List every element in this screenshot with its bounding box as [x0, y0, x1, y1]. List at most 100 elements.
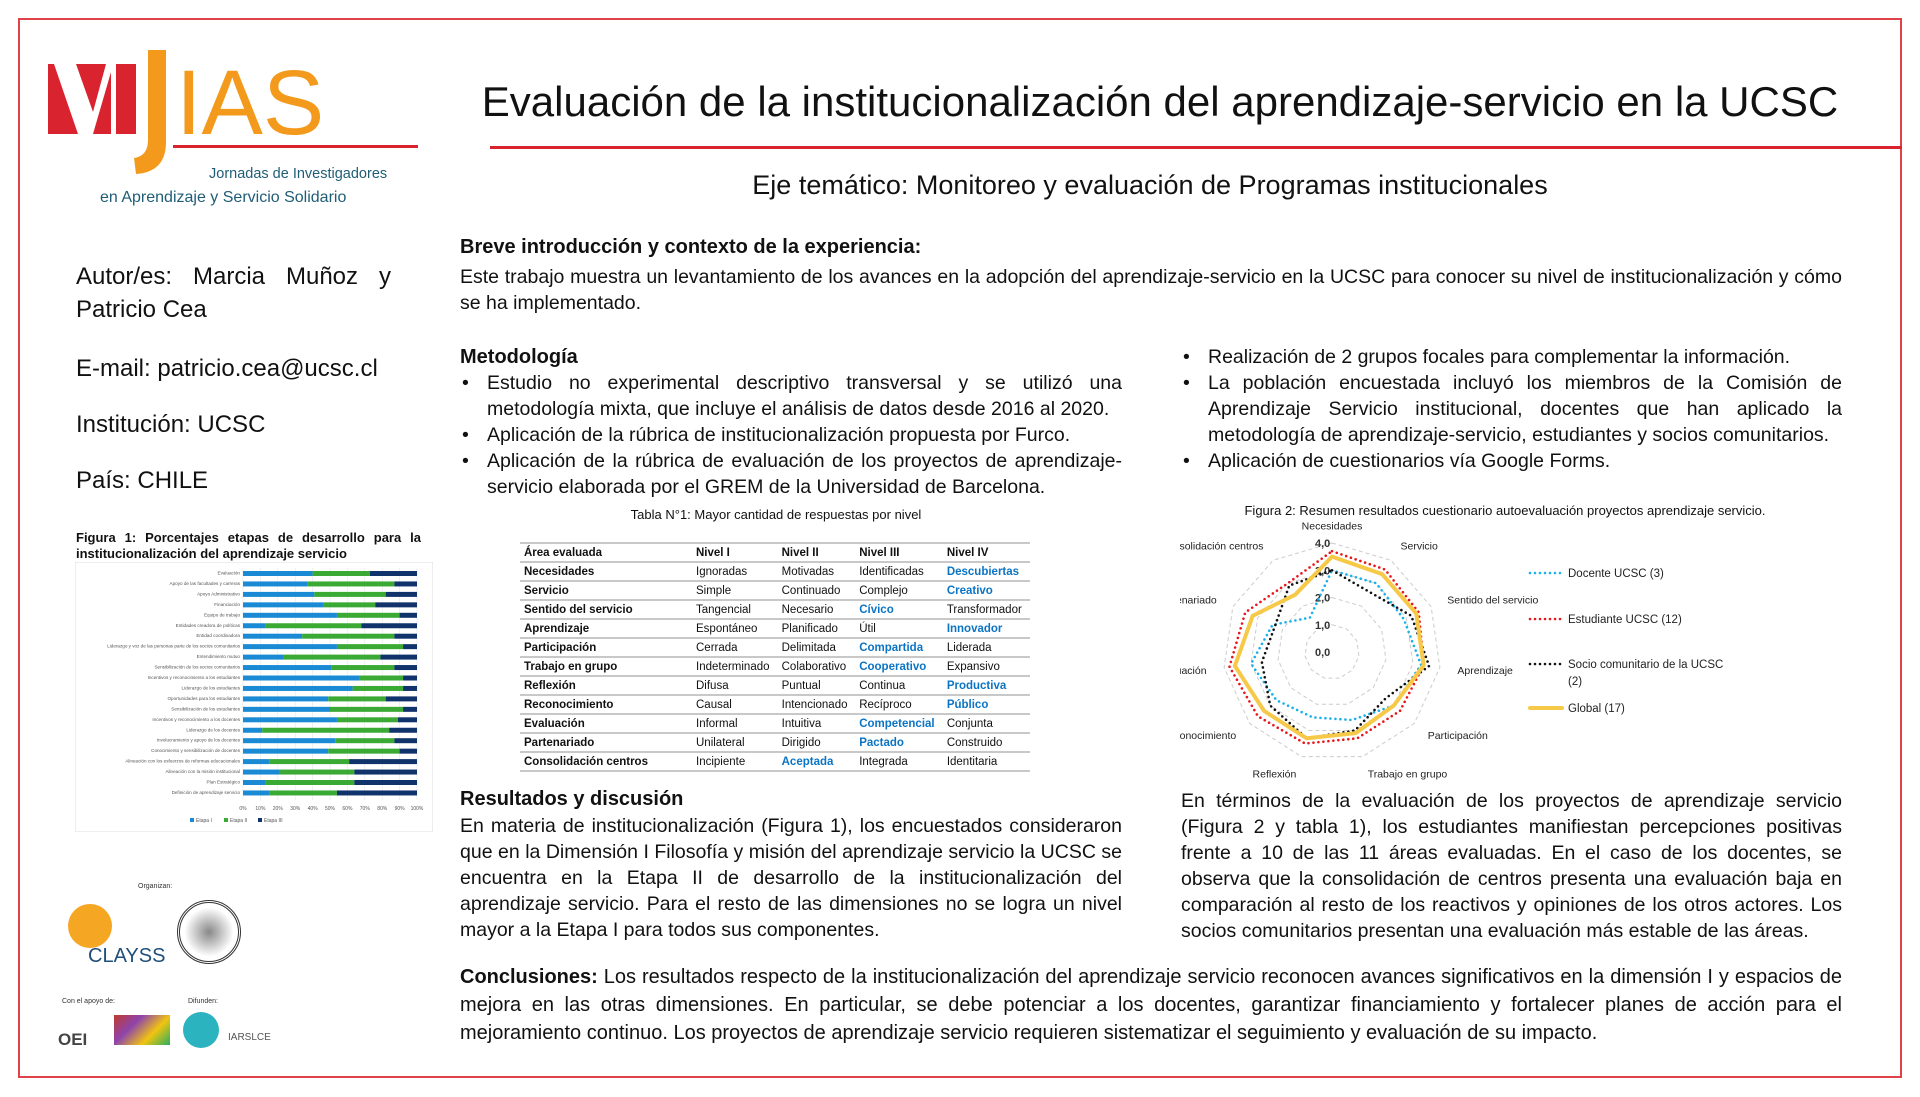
methodology-item: Estudio no experimental descriptivo tran… — [460, 370, 1122, 422]
bar-segment — [352, 685, 404, 691]
category-label: Equipo de trabajo — [204, 612, 240, 617]
bar-segment — [361, 623, 417, 629]
conclusions: Conclusiones: Los resultados respecto de… — [460, 963, 1842, 1047]
table-cell: Indeterminado — [692, 657, 778, 677]
poster-title: Evaluación de la institucionalización de… — [481, 78, 1839, 125]
institution: Institución: UCSC — [76, 411, 266, 438]
bar-segment — [314, 591, 386, 597]
bar-segment — [243, 685, 353, 691]
authors: Autor/es: Marcia Muñoz y Patricio Cea — [76, 263, 391, 323]
table-cell: Trabajo en grupo — [520, 657, 692, 677]
poster-subtitle: Eje temático: Monitoreo y evaluación de … — [752, 170, 1548, 200]
category-label: Entendimiento mutuo — [197, 654, 241, 659]
table-row: Participación Cerrada Delimitada Compartida… — [520, 638, 1030, 658]
table-cell: Conjunta — [942, 714, 1030, 734]
legend-label: Docente UCSC (3) — [1568, 568, 1664, 580]
table-cell: Nivel I — [692, 542, 778, 563]
bar-segment — [243, 738, 336, 744]
category-label: Entidades creadora de políticas — [176, 623, 241, 628]
r-tick-label: 4,0 — [1315, 538, 1330, 550]
poster-border — [18, 18, 1902, 1078]
category-label: Financiación — [214, 602, 240, 607]
table-cell: Delimitada — [777, 638, 856, 658]
legend-label-line: (2) — [1568, 676, 1582, 688]
category-label: Alineación con los esfuerzos de reformas… — [125, 759, 240, 764]
difusion-label: Difunden: — [188, 998, 218, 1005]
bar-segment — [243, 717, 337, 723]
bar-segment — [331, 665, 395, 671]
title-divider — [490, 146, 1902, 149]
x-tick-label: 40% — [308, 806, 319, 812]
bar-segment — [243, 696, 329, 702]
table-cell: Intuitiva — [777, 714, 856, 734]
bar-segment — [243, 591, 315, 597]
bar-segment — [394, 665, 417, 671]
bar-segment — [265, 780, 355, 785]
bar-segment — [403, 706, 417, 712]
x-tick-label: 80% — [377, 806, 388, 812]
table-cell: Transformador — [942, 600, 1030, 620]
legend-label: Etapa III — [264, 818, 283, 824]
category-label: Definición de aprendizaje servicio — [172, 790, 241, 795]
table-cell: Reconocimiento — [520, 695, 692, 715]
conclusions-text: Los resultados respecto de la institucio… — [460, 966, 1842, 1044]
svg-text:IAS: IAS — [176, 52, 324, 154]
legend-label: Estudiante UCSC (12) — [1568, 614, 1682, 626]
grid-ring — [1277, 596, 1387, 705]
table-cell: Servicio — [520, 581, 692, 601]
category-label: Conocimiento y sensibilización de docent… — [151, 748, 241, 753]
table-cell: Útil — [855, 619, 943, 639]
bar-segment — [375, 602, 417, 608]
category-label: Alineación con la misión institucional — [165, 769, 240, 774]
table-cell: Tangencial — [692, 600, 778, 620]
figure2-radar-chart: 0,01,02,03,04,0NecesidadesServicioSentid… — [1180, 520, 1723, 780]
conclusions-heading: Conclusiones: — [460, 966, 598, 988]
table-cell: Informal — [692, 714, 778, 734]
x-tick-label: 60% — [342, 806, 353, 812]
table-cell: Nivel III — [855, 542, 943, 563]
bar-segment — [359, 675, 404, 681]
results-heading: Resultados y discusión — [460, 788, 684, 810]
bar-segment — [323, 602, 376, 608]
category-label: Apoyo de las facultades y carreras — [170, 581, 241, 586]
bar-segment — [403, 675, 417, 681]
table-row: Reflexión Difusa Puntual Continua Productiva — [520, 676, 1030, 696]
x-tick-label: 100% — [411, 806, 424, 812]
email: E-mail: patricio.cea@ucsc.cl — [76, 355, 378, 382]
table-row: Aprendizaje Espontáneo Planificado Útil Inno… — [520, 619, 1030, 639]
bar-segment — [312, 571, 371, 576]
table-cell: Espontáneo — [692, 619, 778, 639]
table-cell: Aprendizaje — [520, 619, 692, 639]
category-label: Involucramiento y apoyo de los docentes — [157, 738, 241, 743]
category-label: Liderazgo y voz de las personas parte de… — [107, 644, 240, 649]
legend-swatch — [224, 818, 228, 822]
table-row: Sentido del servicio Tangencial Necesario C… — [520, 600, 1030, 620]
bar-segment — [243, 727, 263, 733]
category-label: Plan Estratégico — [207, 780, 241, 785]
table-cell: Público — [942, 695, 1030, 715]
bar-segment — [403, 685, 417, 691]
legend-label: Socio comunitario de la UCSC (2) — [1568, 659, 1723, 688]
table-cell: Liderada — [942, 638, 1030, 658]
levels-table: Área evaluada Nivel I Nivel II Nivel III Niv… — [520, 542, 1030, 772]
category-label: Liderazgo de los estudiantes — [182, 685, 241, 690]
bar-segment — [349, 759, 417, 765]
methodology-item: Aplicación de cuestionarios vía Google F… — [1181, 448, 1842, 474]
legend-label-line: Socio comunitario de la UCSC — [1568, 659, 1723, 671]
legend-swatch — [258, 818, 262, 822]
category-label: Sensibilización de los estudiantes — [171, 706, 240, 711]
axis-label: Partenariado — [1180, 594, 1217, 606]
table-cell: Compartida — [855, 638, 943, 658]
table-cell: Puntual — [777, 676, 856, 696]
bar-segment — [265, 623, 362, 629]
bar-segment — [243, 602, 324, 608]
x-tick-label: 70% — [360, 806, 371, 812]
table-row: Reconocimiento Causal Intencionado Recíproc… — [520, 695, 1030, 715]
table-cell: Reflexión — [520, 676, 692, 696]
bar-segment — [399, 748, 417, 754]
table-cell: Unilateral — [692, 733, 778, 753]
bar-segment — [243, 790, 270, 796]
table-row: Trabajo en grupo Indeterminado Colaborativ… — [520, 657, 1030, 677]
table-cell: Aceptada — [777, 752, 856, 772]
table-cell: Incipiente — [692, 752, 778, 772]
